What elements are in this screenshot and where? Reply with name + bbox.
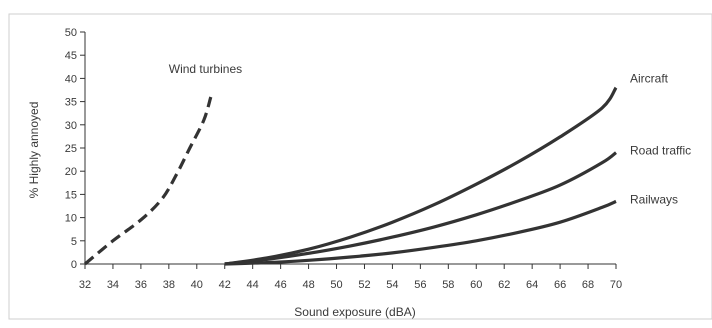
x-tick-label: 64: [526, 279, 538, 291]
x-tick-label: 70: [610, 279, 622, 291]
series-line-railways: [224, 199, 617, 266]
labels-layer: Wind turbines Aircraft Road traffic Railway…: [169, 62, 691, 206]
x-tick-label: 34: [107, 279, 119, 291]
y-tick-label: 0: [71, 259, 77, 271]
x-tick-label: 56: [414, 279, 426, 291]
series-label-road-traffic: Road traffic: [630, 144, 691, 158]
x-tick-label: 36: [135, 279, 147, 291]
y-tick-label: 30: [65, 120, 77, 132]
x-tick-label: 38: [163, 279, 175, 291]
y-tick-label: 35: [65, 97, 77, 109]
x-tick-label: 40: [191, 279, 203, 291]
series-label-aircraft: Aircraft: [630, 72, 669, 86]
y-tick-label: 5: [71, 236, 77, 248]
x-axis-label: Sound exposure (dBA): [294, 305, 415, 319]
x-tick-label: 54: [386, 279, 398, 291]
x-tick-label: 62: [498, 279, 510, 291]
x-tick-label: 42: [219, 279, 231, 291]
x-tick-label: 48: [302, 279, 314, 291]
y-tick-label: 45: [65, 50, 77, 62]
series-layer: [83, 86, 618, 266]
y-tick-label: 10: [65, 213, 77, 225]
y-tick-label: 15: [65, 189, 77, 201]
x-tick-label: 50: [330, 279, 342, 291]
axes: 0 5 10 15 20 25 30 35 40 45 50 32 34 36 38 40 42 44 46 48 50…: [65, 27, 622, 291]
series-label-wind-turbines: Wind turbines: [169, 62, 242, 76]
series-line-wind-turbines: [83, 96, 213, 266]
x-tick-label: 44: [247, 279, 259, 291]
x-tick-label: 46: [275, 279, 287, 291]
y-axis-label: % Highly annoyed: [27, 102, 41, 199]
x-tick-label: 60: [470, 279, 482, 291]
x-tick-label: 52: [358, 279, 370, 291]
y-tick-label: 40: [65, 73, 77, 85]
x-tick-label: 68: [582, 279, 594, 291]
x-tick-label: 58: [442, 279, 454, 291]
x-tick-label: 32: [79, 279, 91, 291]
series-line-aircraft: [224, 86, 618, 266]
y-tick-label: 20: [65, 166, 77, 178]
series-line-road-traffic: [224, 151, 617, 266]
y-tick-label: 50: [65, 27, 77, 39]
series-label-railways: Railways: [630, 192, 678, 206]
y-tick-label: 25: [65, 143, 77, 155]
chart-border: [8, 13, 712, 320]
x-tick-label: 66: [554, 279, 566, 291]
